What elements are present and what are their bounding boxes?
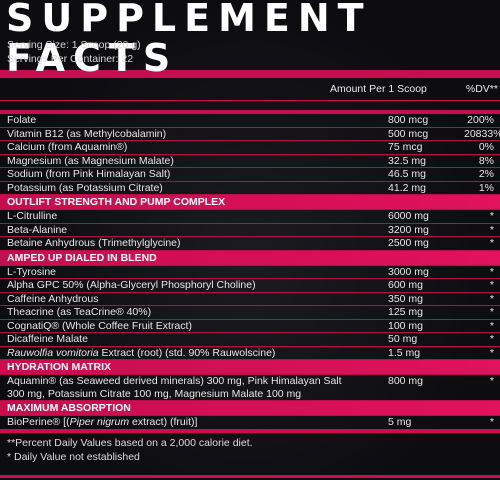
table-row: Alpha GPC 50% (Alpha-Glyceryl Phosphoryl… [0, 279, 500, 293]
ingredient-dv: * [489, 319, 494, 332]
ingredient-dv: * [489, 279, 494, 291]
ingredient-name: Betaine Anhydrous (Trimethylglycine) [7, 237, 181, 249]
panel-title: SUPPLEMENT FACTS [6, 0, 372, 80]
ingredient-amount: 3200 mg [388, 223, 429, 236]
ingredient-amount: 125 mg [388, 306, 424, 318]
section-rows: L-Tyrosine 3000 mg * Alpha GPC 50% (Alpha-G… [0, 266, 500, 347]
ingredient-dv: 20833% [464, 127, 500, 140]
ingredient-amount: 100 mg [388, 319, 424, 332]
table-row: L-Tyrosine 3000 mg * [0, 265, 500, 279]
ingredient-dv: * [489, 265, 494, 278]
amount-header: Amount Per 1 Scoop [330, 83, 427, 95]
ingredient-dv: 2% [478, 168, 494, 180]
ingredient-name: Magnesium (as Magnesium Malate) [7, 154, 174, 167]
dv-header: %DV** [465, 83, 498, 95]
ingredient-amount: 2500 mg [388, 237, 429, 249]
ingredient-amount: 600 mg [388, 279, 424, 291]
ingredient-name: Beta-Alanine [7, 223, 68, 236]
ingredient-name-italic: Rauwolfia vomitoria [7, 346, 99, 359]
ingredient-dv: 8% [478, 154, 494, 167]
ingredient-amount: 32.5 mg [388, 154, 426, 167]
ingredient-name: extract) (fruit)] [129, 416, 198, 428]
ingredient-dv: 200% [467, 114, 494, 126]
ingredient-amount: 46.5 mg [388, 168, 426, 180]
section-title: AMPED UP DIALED IN BLEND [0, 250, 500, 266]
ingredient-amount: 50 mg [388, 333, 418, 345]
ingredient-name: Alpha GPC 50% (Alpha-Glyceryl Phosphoryl… [7, 279, 256, 291]
table-row: L-Citrulline 6000 mg * [0, 210, 500, 224]
ingredient-amount: 1.5 mg [388, 346, 421, 359]
table-row: CognatiQ® (Whole Coffee Fruit Extract) 10… [0, 319, 500, 333]
ingredient-dv: 0% [478, 141, 494, 153]
ingredient-amount: 3000 mg [388, 265, 429, 278]
ingredient-dv: * [489, 346, 494, 359]
ingredient-dv: * [489, 292, 494, 305]
ingredient-dv: * [489, 210, 494, 222]
table-row: BioPerine® [(Piper nigrum extract) (frui… [0, 416, 500, 433]
section-title: MAXIMUM ABSORPTION [0, 401, 500, 416]
divider-bottom [0, 475, 500, 478]
ingredient-name: Calcium (from Aquamin®) [7, 141, 128, 153]
table-row: Theacrine (as TeaCrine® 40%) 125 mg * [0, 306, 500, 320]
table-row: Aquamin® (as Seaweed derived minerals) 3… [0, 375, 500, 401]
ingredient-name: Sodium (from Pink Himalayan Salt) [7, 168, 171, 180]
table-row: Sodium (from Pink Himalayan Salt) 46.5 mg… [0, 168, 500, 182]
section-title: HYDRATION MATRIX [0, 360, 500, 375]
ingredient-name: Folate [7, 114, 37, 126]
ingredient-name: L-Citrulline [7, 210, 58, 222]
ingredient-dv: * [489, 416, 494, 428]
vitamin-rows: Folate 800 mcg 200% Vitamin B12 (as Methylc… [0, 114, 500, 195]
ingredient-dv: * [489, 237, 494, 249]
serving-size: Serving Size: 1 Scoop (20 g) [7, 39, 141, 51]
ingredient-name: Potassium (as Potassium Citrate) [7, 181, 163, 194]
ingredient-name: CognatiQ® (Whole Coffee Fruit Extract) [7, 319, 192, 332]
table-row: Dicaffeine Malate 50 mg * [0, 333, 500, 347]
divider-medium [0, 101, 500, 114]
footnote: * Daily Value not established [7, 450, 140, 463]
ingredient-amount: 5 mg [388, 416, 412, 428]
ingredient-name: BioPerine® [( [7, 416, 70, 428]
table-row: Rauwolfia vomitoria Extract (root) (std.… [0, 346, 500, 360]
table-row: Calcium (from Aquamin®) 75 mcg 0% [0, 141, 500, 155]
footnote: **Percent Daily Values based on a 2,000 … [7, 436, 253, 449]
ingredient-dv: * [489, 306, 494, 318]
ingredient-name: Caffeine Anhydrous [7, 292, 99, 305]
ingredient-name: Extract (root) (std. 90% Rauwolscine) [98, 346, 276, 359]
ingredient-name: Dicaffeine Malate [7, 333, 88, 345]
ingredient-name: Vitamin B12 (as Methylcobalamin) [7, 127, 167, 140]
ingredient-dv: * [489, 223, 494, 236]
ingredient-amount: 41.2 mg [388, 181, 426, 194]
table-row: Potassium (as Potassium Citrate) 41.2 mg 1… [0, 181, 500, 195]
ingredient-name: 300 mg, Potassium Citrate 100 mg, Magnes… [7, 387, 302, 400]
ingredient-name: Aquamin® (as Seaweed derived minerals) 3… [7, 375, 342, 387]
ingredient-amount: 800 mcg [388, 114, 429, 126]
section-title: OUTLIFT STRENGTH AND PUMP COMPLEX [0, 195, 500, 210]
ingredient-amount: 500 mcg [388, 127, 429, 140]
ingredient-dv: * [489, 375, 494, 387]
table-row: Caffeine Anhydrous 350 mg * [0, 292, 500, 306]
ingredient-amount: 350 mg [388, 292, 424, 305]
section-rows: L-Citrulline 6000 mg * Beta-Alanine 3200 mg *… [0, 210, 500, 251]
ingredient-name-italic: Piper nigrum [69, 416, 130, 428]
ingredient-dv: 1% [478, 181, 494, 194]
column-header: Amount Per 1 Scoop %DV** [0, 78, 500, 101]
ingredient-amount: 800 mg [388, 375, 424, 387]
ingredient-name: Theacrine (as TeaCrine® 40%) [7, 306, 152, 318]
table-row: Folate 800 mcg 200% [0, 114, 500, 128]
table-row: Magnesium (as Magnesium Malate) 32.5 mg 8% [0, 154, 500, 168]
table-row: Beta-Alanine 3200 mg * [0, 223, 500, 237]
ingredient-dv: * [489, 333, 494, 345]
divider-thick [0, 70, 500, 78]
table-row: Betaine Anhydrous (Trimethylglycine) 2500… [0, 237, 500, 251]
ingredient-name: L-Tyrosine [7, 265, 57, 278]
ingredient-amount: 75 mcg [388, 141, 423, 153]
table-row: Vitamin B12 (as Methylcobalamin) 500 mcg 2… [0, 127, 500, 141]
servings-per-container: Servings Per Container: 22 [7, 53, 134, 65]
ingredient-amount: 6000 mg [388, 210, 429, 222]
